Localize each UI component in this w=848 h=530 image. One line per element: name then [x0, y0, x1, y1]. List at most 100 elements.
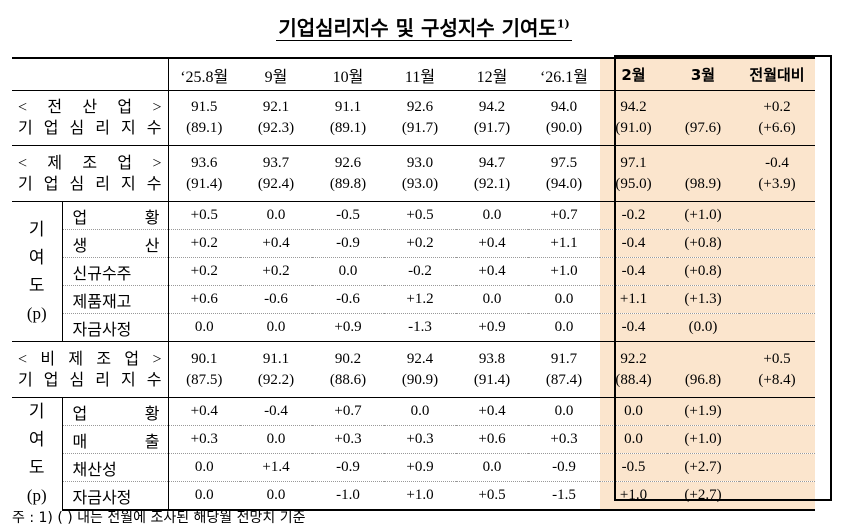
index-label-name: 기 업 심 리 지 수 [18, 120, 162, 137]
value-forecast: (89.8) [329, 175, 367, 192]
contribution-value: -0.9 [312, 453, 384, 482]
value-forecast: (92.3) [257, 120, 295, 136]
value-cell: 94.7 (92.1) [456, 145, 528, 202]
value-cell: 91.5 (89.1) [168, 90, 240, 146]
component-label: 업 황 [62, 201, 169, 230]
contribution-row: 매 출 +0.3 0.0 +0.3 +0.3 +0.6 +0.3 0.0 (+1.0) [12, 425, 815, 454]
contribution-value [739, 396, 815, 426]
contribution-value: +0.2 [168, 257, 240, 286]
value-current: 94.2 [620, 99, 647, 115]
component-label: 자금사정 [62, 313, 169, 342]
table-title: 기업심리지수 및 구성지수 기여도1) [0, 12, 848, 41]
contribution-value: +0.4 [456, 229, 528, 258]
contribution-value: 0.0 [168, 453, 240, 482]
contribution-value: 0.0 [600, 425, 667, 454]
component-label: 채산성 [62, 453, 169, 482]
contribution-value: 0.0 [384, 396, 456, 426]
value-forecast: (95.0) [615, 175, 652, 192]
value-current: 92.4 [406, 350, 434, 367]
value-current: 94.7 [478, 154, 506, 171]
component-label: 업 황 [62, 396, 169, 426]
value-forecast: (87.4) [545, 371, 583, 388]
contribution-value: 0.0 [456, 453, 528, 482]
value-cell: 91.1 (89.1) [312, 90, 384, 146]
contribution-value: -0.4 [600, 229, 667, 258]
component-label: 자금사정 [62, 481, 169, 512]
value-current: 94.2 [478, 99, 506, 115]
value-cell: 92.1 (92.3) [240, 90, 312, 146]
value-cell: 93.8 (91.4) [456, 341, 528, 398]
contribution-value: -1.0 [312, 481, 384, 512]
contribution-value: 0.0 [456, 285, 528, 314]
col-header: 10월 [312, 57, 384, 91]
col-header: 12월 [456, 57, 528, 91]
contribution-value: +0.2 [168, 229, 240, 258]
contribution-label-char: 기 [28, 219, 45, 239]
value-current: 91.1 [262, 350, 290, 367]
contribution-value [739, 201, 815, 230]
contribution-value [739, 257, 815, 286]
contribution-row: 생 산 +0.2 +0.4 -0.9 +0.2 +0.4 +1.1 -0.4 (+0.8) [12, 229, 815, 258]
contribution-value: +0.7 [528, 201, 600, 230]
contribution-value: +1.0 [384, 481, 456, 512]
contribution-value: +0.4 [168, 396, 240, 426]
contribution-value [739, 229, 815, 258]
contribution-value [739, 285, 815, 314]
contribution-value: -1.5 [528, 481, 600, 512]
contribution-label-char: 기 [28, 402, 45, 421]
contribution-value: 0.0 [168, 313, 240, 342]
value-current: 92.6 [406, 99, 434, 115]
contribution-value [739, 481, 815, 512]
value-forecast: (+3.9) [758, 175, 796, 192]
value-cell: +0.2 (+6.6) [739, 90, 815, 146]
contribution-value: +0.9 [312, 313, 384, 342]
value-current: +0.5 [763, 350, 791, 367]
value-current: 93.0 [406, 154, 434, 171]
contribution-value: +0.4 [240, 229, 312, 258]
contribution-value: (0.0) [667, 313, 739, 342]
contribution-value [739, 453, 815, 482]
value-forecast: (96.8) [684, 371, 722, 388]
value-cell: 92.4 (90.9) [384, 341, 456, 398]
contribution-row: 기 여 도 (p) 업 황 +0.5 0.0 -0.5 +0.5 0.0 +0.7 -0.2 (+1.0… [12, 201, 815, 342]
contribution-value: 0.0 [600, 396, 667, 426]
value-current: +0.2 [763, 99, 791, 115]
contribution-value: 0.0 [240, 425, 312, 454]
contribution-value: 0.0 [528, 313, 600, 342]
value-forecast: (97.6) [684, 120, 722, 136]
value-cell: 97.1 (95.0) [600, 145, 667, 202]
value-forecast: (93.0) [401, 175, 439, 192]
contribution-value: (+1.3) [667, 285, 739, 314]
bsi-table: ‘25.8월 9월 10월 11월 12월 ‘26.1월 2월 3월 전월대비 … [12, 57, 815, 512]
value-forecast: (90.0) [545, 120, 583, 136]
contribution-value: 0.0 [240, 201, 312, 230]
component-label: 신규수주 [62, 257, 169, 286]
contribution-value: +0.6 [456, 425, 528, 454]
contribution-value: +0.2 [240, 257, 312, 286]
value-current: 91.1 [334, 99, 362, 115]
contribution-value: +1.0 [600, 481, 667, 512]
value-forecast: (88.6) [329, 371, 367, 388]
value-forecast: (92.2) [257, 371, 295, 388]
col-header: 2월 [600, 57, 667, 91]
value-forecast: (87.5) [186, 371, 223, 388]
value-forecast: (91.0) [615, 120, 652, 136]
index-label-name: 기 업 심 리 지 수 [18, 371, 162, 389]
contribution-value: -0.2 [600, 201, 667, 230]
contribution-value: (+0.8) [667, 229, 739, 258]
value-forecast: (89.1) [186, 120, 223, 136]
value-cell: (98.9) [667, 145, 739, 202]
component-label: 제품재고 [62, 285, 169, 314]
value-current: 93.8 [478, 350, 506, 367]
col-header: 11월 [384, 57, 456, 91]
contribution-value: 0.0 [168, 481, 240, 512]
value-current: 97.1 [620, 154, 647, 171]
contribution-value: 0.0 [240, 481, 312, 512]
value-cell: 90.2 (88.6) [312, 341, 384, 398]
value-current: 97.5 [550, 154, 578, 171]
contribution-value: -0.4 [600, 257, 667, 286]
contribution-value: +1.2 [384, 285, 456, 314]
contribution-value: +0.3 [528, 425, 600, 454]
contribution-value: -0.9 [312, 229, 384, 258]
value-current: 90.1 [191, 350, 218, 367]
